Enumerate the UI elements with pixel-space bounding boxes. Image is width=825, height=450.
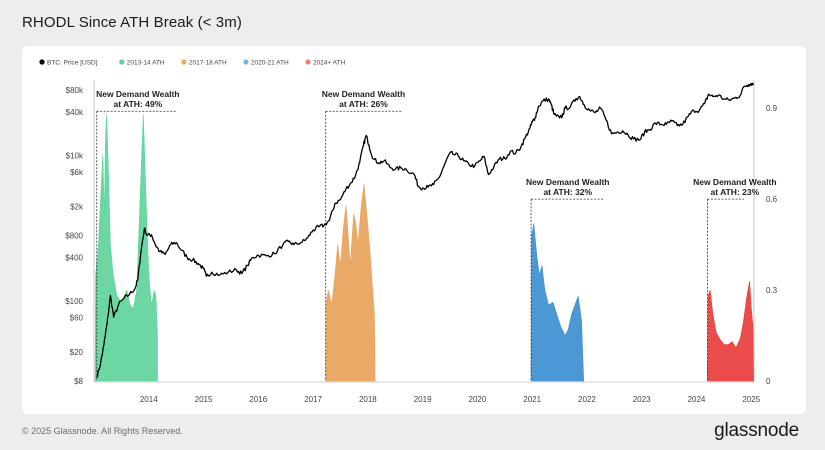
- glassnode-logo: glassnode: [714, 420, 799, 441]
- y-right-tick-1: 0.3: [766, 286, 778, 295]
- y-right-tick-3: 0.9: [766, 104, 778, 113]
- y-left-tick-4: $2k: [70, 203, 84, 212]
- annotation-value-2: at ATH: 32%: [543, 187, 592, 197]
- annotation-title-3: New Demand Wealth: [693, 177, 776, 187]
- x-tick-2024: 2024: [688, 395, 706, 404]
- btc-price-line: [96, 82, 755, 378]
- annotation-value-3: at ATH: 23%: [711, 187, 760, 197]
- x-tick-2021: 2021: [523, 395, 541, 404]
- legend-marker-3: [243, 59, 249, 65]
- y-right-tick-2: 0.6: [766, 195, 778, 204]
- x-tick-2025: 2025: [742, 395, 760, 404]
- y-left-tick-0: $80k: [66, 86, 84, 95]
- y-left-tick-1: $40k: [66, 108, 84, 117]
- y-right-tick-0: 0: [766, 377, 771, 386]
- rhodl-area-0: [94, 114, 158, 382]
- x-tick-2014: 2014: [140, 395, 158, 404]
- x-tick-2023: 2023: [633, 395, 651, 404]
- annotation-title-2: New Demand Wealth: [526, 177, 609, 187]
- copyright-text: © 2025 Glassnode. All Rights Reserved.: [22, 426, 183, 436]
- y-left-tick-2: $10k: [66, 152, 84, 161]
- x-tick-2017: 2017: [304, 395, 322, 404]
- chart-card: BTC: Price [USD] 2013-14 ATH 2017-18 ATH 20…: [22, 46, 806, 414]
- y-left-tick-7: $100: [65, 297, 83, 306]
- legend-label-2: 2017-18 ATH: [189, 60, 227, 67]
- annotation-value-0: at ATH: 49%: [113, 99, 162, 109]
- legend-label-4: 2024+ ATH: [313, 60, 346, 67]
- annotation-title-0: New Demand Wealth: [96, 89, 179, 99]
- chart-title: RHODL Since ATH Break (< 3m): [22, 14, 242, 31]
- y-left-tick-6: $400: [65, 253, 83, 262]
- legend-label-1: 2013-14 ATH: [127, 60, 165, 67]
- rhodl-area-1: [325, 183, 376, 382]
- x-tick-2019: 2019: [414, 395, 432, 404]
- x-tick-2015: 2015: [195, 395, 213, 404]
- y-left-tick-9: $20: [70, 348, 84, 357]
- x-tick-2016: 2016: [249, 395, 267, 404]
- legend-marker-0: [39, 59, 45, 65]
- y-left-tick-5: $800: [65, 232, 83, 241]
- rhodl-chart: BTC: Price [USD] 2013-14 ATH 2017-18 ATH 20…: [39, 59, 778, 404]
- x-tick-2020: 2020: [469, 395, 487, 404]
- y-left-tick-8: $60: [70, 313, 84, 322]
- legend-label-3: 2020-21 ATH: [251, 60, 289, 67]
- legend-marker-4: [305, 59, 311, 65]
- legend-marker-2: [181, 59, 187, 65]
- rhodl-area-3: [707, 280, 754, 382]
- y-left-tick-3: $6k: [70, 168, 84, 177]
- legend-label-0: BTC: Price [USD]: [47, 60, 98, 67]
- annotation-title-1: New Demand Wealth: [322, 89, 405, 99]
- x-tick-2018: 2018: [359, 395, 377, 404]
- x-tick-2022: 2022: [578, 395, 596, 404]
- rhodl-area-2: [530, 223, 585, 382]
- legend-marker-1: [119, 59, 125, 65]
- annotation-value-1: at ATH: 26%: [339, 99, 388, 109]
- y-left-tick-10: $8: [74, 377, 83, 386]
